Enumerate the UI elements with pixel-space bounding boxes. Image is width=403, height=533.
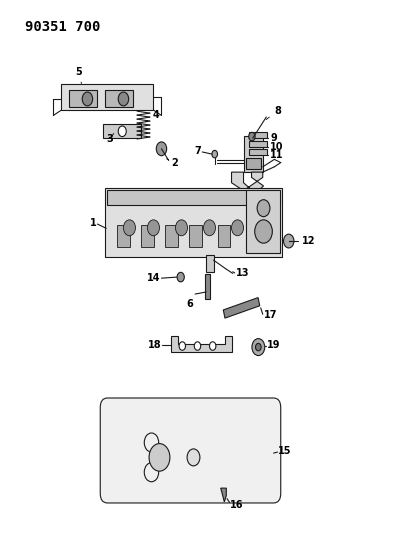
Text: 15: 15 (278, 446, 292, 456)
Circle shape (175, 220, 187, 236)
Circle shape (231, 220, 243, 236)
Circle shape (284, 234, 294, 248)
Bar (249, 132, 267, 138)
Circle shape (179, 342, 185, 350)
Bar (106, 188, 282, 257)
Bar (117, 225, 130, 247)
Text: 14: 14 (147, 273, 161, 283)
Polygon shape (231, 172, 264, 193)
Text: 3: 3 (106, 133, 114, 144)
Circle shape (156, 142, 167, 156)
Circle shape (249, 132, 255, 141)
Bar (189, 225, 202, 247)
Circle shape (204, 220, 216, 236)
Polygon shape (223, 297, 260, 318)
Text: 5: 5 (75, 67, 82, 84)
Text: 11: 11 (270, 150, 284, 160)
Text: 4: 4 (146, 110, 160, 122)
Circle shape (256, 343, 261, 351)
Circle shape (177, 272, 184, 282)
Polygon shape (221, 488, 226, 502)
Circle shape (194, 342, 201, 350)
Text: 10: 10 (270, 142, 284, 152)
Text: 16: 16 (231, 500, 244, 510)
Bar (106, 91, 133, 108)
Bar (245, 190, 280, 253)
Polygon shape (172, 336, 231, 352)
Circle shape (147, 220, 160, 236)
Bar (108, 190, 280, 205)
Circle shape (255, 220, 272, 243)
Bar (245, 158, 261, 169)
Circle shape (82, 92, 93, 106)
Circle shape (187, 449, 200, 466)
Text: 8: 8 (266, 106, 281, 119)
Polygon shape (104, 124, 141, 138)
Circle shape (118, 126, 126, 136)
Circle shape (118, 92, 129, 106)
Bar (206, 255, 214, 272)
Circle shape (149, 443, 170, 471)
Circle shape (257, 200, 270, 216)
Text: 17: 17 (264, 310, 277, 320)
Text: 2: 2 (167, 158, 178, 168)
Text: 7: 7 (195, 146, 202, 156)
Circle shape (252, 338, 265, 356)
Bar (218, 225, 231, 247)
Circle shape (210, 342, 216, 350)
Text: 13: 13 (235, 268, 249, 278)
Circle shape (123, 220, 135, 236)
Text: 6: 6 (187, 298, 193, 309)
Bar (205, 274, 210, 300)
Text: 19: 19 (267, 340, 280, 350)
Polygon shape (61, 84, 154, 110)
Bar (166, 225, 178, 247)
Text: 1: 1 (90, 218, 97, 228)
Bar (69, 91, 98, 108)
FancyBboxPatch shape (100, 398, 281, 503)
Bar (243, 136, 263, 172)
Circle shape (212, 150, 218, 158)
Text: 9: 9 (270, 133, 277, 143)
Text: 90351 700: 90351 700 (25, 20, 101, 34)
Bar (249, 149, 267, 155)
Bar (141, 225, 154, 247)
Text: 18: 18 (148, 340, 162, 350)
Text: 12: 12 (302, 236, 316, 246)
Bar (249, 141, 267, 147)
